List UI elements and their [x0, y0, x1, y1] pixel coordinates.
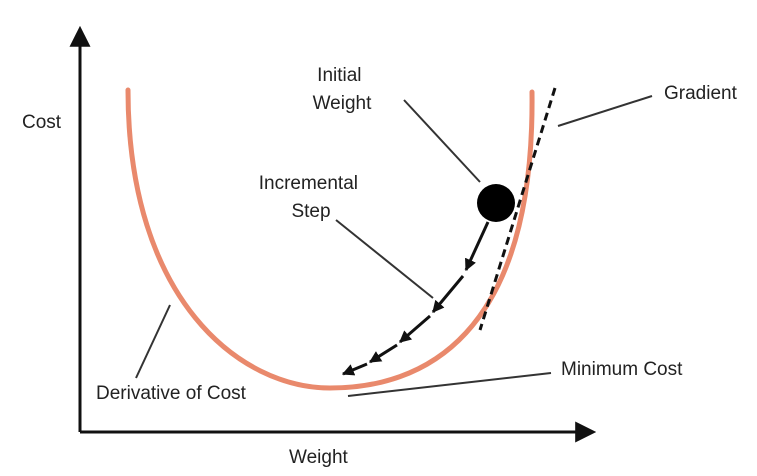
- derivative-leader: [135, 304, 171, 379]
- incremental-step-label-line1: Incremental: [259, 173, 358, 194]
- step-arrow: [431, 275, 465, 313]
- gradient-label: Gradient: [664, 83, 738, 104]
- incremental-step-label: Incremental Step: [259, 173, 364, 222]
- step-arrow: [341, 362, 368, 376]
- initial-weight-ball: [477, 184, 515, 222]
- y-axis-label: Cost: [22, 112, 62, 133]
- minimum-cost-leader: [347, 372, 552, 397]
- x-axis-label: Weight: [289, 447, 349, 468]
- gradient-tangent: [478, 87, 557, 331]
- initial-weight-label: Initial Weight: [313, 65, 373, 114]
- initial-weight-label-line2: Weight: [313, 93, 373, 114]
- cost-curve: [125, 87, 535, 391]
- incremental-step-label-line2: Step: [291, 201, 330, 222]
- derivative-of-cost-label: Derivative of Cost: [96, 383, 247, 404]
- step-arrow: [368, 343, 398, 364]
- step-arrow: [464, 221, 490, 272]
- gradient-leader: [557, 95, 653, 127]
- initial-weight-label-line1: Initial: [317, 65, 361, 86]
- initial-weight-leader: [403, 99, 481, 183]
- step-arrow: [399, 314, 431, 344]
- minimum-cost-label: Minimum Cost: [561, 359, 683, 380]
- incremental-step-leader: [335, 219, 434, 299]
- incremental-step-arrows: [341, 221, 490, 376]
